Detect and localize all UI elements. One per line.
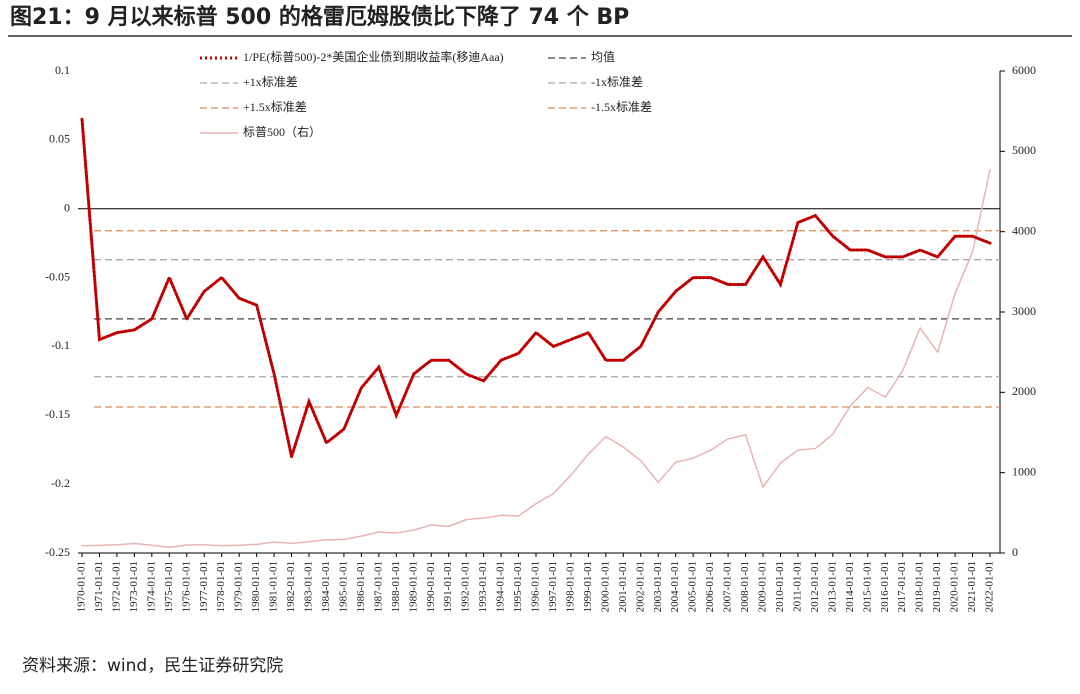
x-tick-label: 1999-01-01 (582, 561, 594, 612)
x-tick-label: 1985-01-01 (337, 561, 349, 612)
x-tick-label: 2013-01-01 (826, 561, 838, 612)
x-tick-label: 1978-01-01 (215, 561, 227, 612)
x-tick-label: 2002-01-01 (634, 561, 646, 612)
x-tick-label: 2021-01-01 (966, 561, 978, 612)
x-tick-label: 1998-01-01 (564, 561, 576, 612)
x-tick-label: 1997-01-01 (547, 561, 559, 612)
x-tick-label: 1990-01-01 (425, 561, 437, 612)
y-tick-label: -0.25 (45, 545, 70, 559)
legend-label: 标普500（右） (243, 124, 321, 139)
legend-label: +1x标准差 (243, 75, 298, 89)
y-tick-label: -0.1 (51, 338, 70, 352)
pe-spread-line (80, 117, 992, 463)
x-tick-label: 1987-01-01 (372, 561, 384, 612)
y-tick-label: -0.2 (51, 476, 70, 490)
y-tick-label: 0.05 (49, 132, 70, 146)
x-tick-label: 2008-01-01 (739, 561, 751, 612)
x-tick-label: 1970-01-01 (76, 561, 88, 612)
x-tick-label: 1988-01-01 (390, 561, 402, 612)
x-tick-label: 2004-01-01 (669, 561, 681, 612)
y2-tick-label: 4000 (1012, 223, 1036, 237)
x-tick-label: 1971-01-01 (93, 561, 105, 612)
x-tick-label: 1973-01-01 (128, 561, 140, 612)
x-tick-label: 1979-01-01 (233, 561, 245, 612)
x-tick-label: 1989-01-01 (407, 561, 419, 612)
y2-tick-label: 6000 (1012, 63, 1036, 77)
x-tick-label: 1976-01-01 (180, 561, 192, 612)
x-tick-label: 2012-01-01 (809, 561, 821, 612)
x-tick-label: 1975-01-01 (163, 561, 175, 612)
x-tick-label: 2016-01-01 (879, 561, 891, 612)
x-tick-label: 2000-01-01 (599, 561, 611, 612)
x-tick-label: 2005-01-01 (687, 561, 699, 612)
x-tick-label: 1974-01-01 (145, 561, 157, 612)
x-tick-label: 2019-01-01 (931, 561, 943, 612)
legend-label: 均值 (591, 49, 615, 64)
x-tick-label: 1981-01-01 (268, 561, 280, 612)
x-tick-label: 2015-01-01 (861, 561, 873, 612)
x-tick-label: 2011-01-01 (791, 561, 803, 612)
x-tick-label: 2018-01-01 (914, 561, 926, 612)
x-tick-label: 1977-01-01 (198, 561, 210, 612)
x-tick-label: 1983-01-01 (303, 561, 315, 612)
sp500-line (81, 169, 991, 549)
x-tick-label: 1996-01-01 (530, 561, 542, 612)
y2-tick-label: 1000 (1012, 464, 1036, 478)
legend-label: -1x标准差 (591, 75, 643, 89)
x-tick-label: 1980-01-01 (250, 561, 262, 612)
y-tick-label: 0 (64, 200, 70, 214)
x-tick-label: 1994-01-01 (495, 561, 507, 612)
y2-tick-label: 0 (1012, 545, 1018, 559)
x-tick-label: 1984-01-01 (320, 561, 332, 612)
x-tick-label: 2001-01-01 (617, 561, 629, 612)
legend-label: +1.5x标准差 (243, 100, 307, 114)
x-tick-label: 2020-01-01 (949, 561, 961, 612)
x-tick-label: 1993-01-01 (477, 561, 489, 612)
chart-title: 图21：9 月以来标普 500 的格雷厄姆股债比下降了 74 个 BP (10, 4, 629, 30)
y2-tick-label: 2000 (1012, 384, 1036, 398)
x-tick-label: 2007-01-01 (722, 561, 734, 612)
x-tick-label: 1972-01-01 (110, 561, 122, 612)
x-tick-label: 2003-01-01 (652, 561, 664, 612)
x-tick-label: 1982-01-01 (285, 561, 297, 612)
x-tick-label: 2010-01-01 (774, 561, 786, 612)
x-tick-label: 2017-01-01 (896, 561, 908, 612)
y2-tick-label: 5000 (1012, 143, 1036, 157)
x-tick-label: 2014-01-01 (844, 561, 856, 612)
x-tick-label: 2022-01-01 (984, 561, 996, 612)
y-tick-label: 0.1 (55, 63, 70, 77)
legend-label: -1.5x标准差 (591, 100, 652, 114)
legend-label: 1/PE(标普500)-2*美国企业债到期收益率(移迪Aaa) (243, 49, 504, 64)
y-tick-label: -0.15 (45, 407, 70, 421)
x-tick-label: 1992-01-01 (460, 561, 472, 612)
x-tick-label: 2009-01-01 (757, 561, 769, 612)
x-tick-label: 1991-01-01 (442, 561, 454, 612)
y-tick-label: -0.05 (45, 269, 70, 283)
y2-tick-label: 3000 (1012, 304, 1036, 318)
source: 资料来源：wind，民生证券研究院 (22, 656, 283, 676)
x-tick-label: 1995-01-01 (512, 561, 524, 612)
x-tick-label: 2006-01-01 (704, 561, 716, 612)
x-tick-label: 1986-01-01 (355, 561, 367, 612)
